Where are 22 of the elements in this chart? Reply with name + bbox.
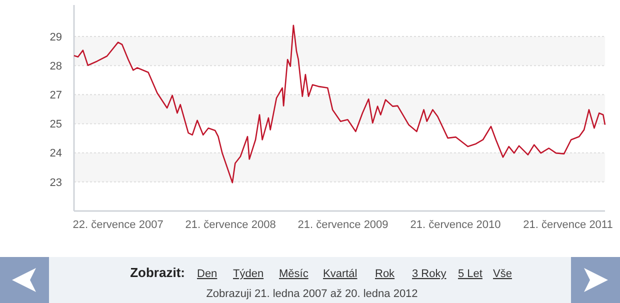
text: Kvartál xyxy=(323,268,358,280)
text: Vše xyxy=(493,268,512,280)
text: Rok xyxy=(375,268,396,280)
x-tick-label: 21. července 2011 xyxy=(523,219,613,231)
y-tick-label: 24 xyxy=(50,148,62,160)
x-tick-label: 21. července 2008 xyxy=(185,219,276,231)
text: Týden xyxy=(233,268,264,280)
y-tick-label: 28 xyxy=(50,60,62,72)
y-tick-label: 23 xyxy=(50,176,62,189)
text: 3 Roky xyxy=(412,268,447,280)
y-tick-label: 25 xyxy=(50,118,62,131)
x-tick-label: 22. července 2007 xyxy=(72,219,164,231)
x-tick-label: 21. července 2010 xyxy=(410,219,501,231)
text: 5 Let xyxy=(458,268,482,280)
text: Měsíc xyxy=(279,268,309,280)
line-series xyxy=(73,24,606,184)
y-tick-label: 29 xyxy=(50,31,62,44)
text: Zobrazit: xyxy=(130,265,185,280)
x-tick-label: 21. července 2009 xyxy=(298,219,388,231)
text: Den xyxy=(197,268,218,280)
text: Zobrazuji 21. ledna 2007 až 20. ledna 2012 xyxy=(206,288,418,300)
y-tick-label: 27 xyxy=(50,90,62,102)
